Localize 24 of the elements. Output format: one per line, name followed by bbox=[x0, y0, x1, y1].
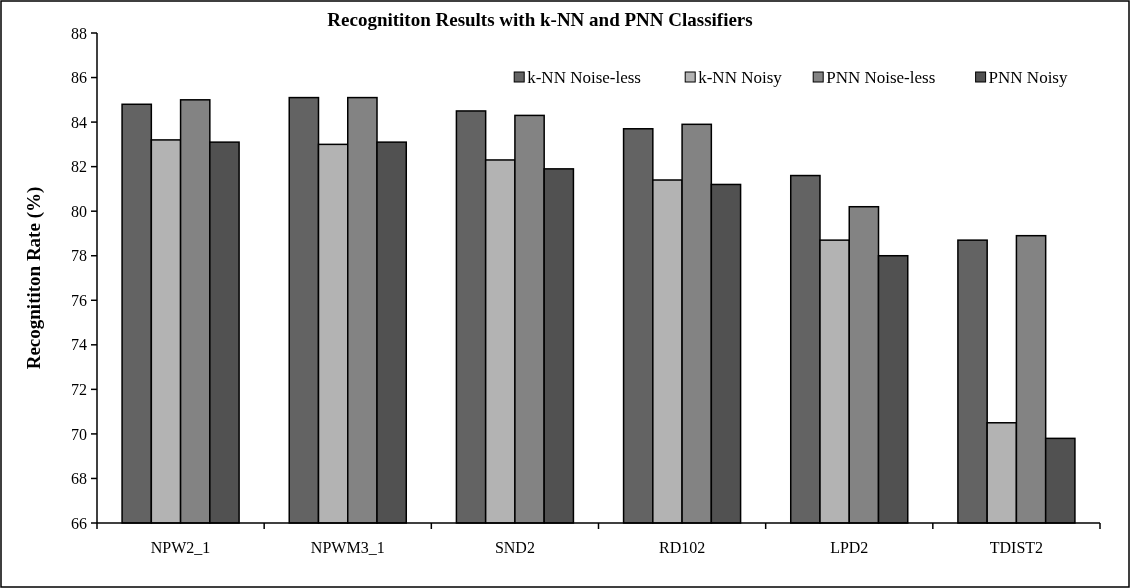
y-tick-label: 76 bbox=[71, 291, 87, 309]
y-tick-label: 66 bbox=[71, 514, 87, 532]
x-tick-label: RD102 bbox=[658, 539, 706, 556]
y-tick-label: 80 bbox=[71, 202, 87, 220]
x-tick-label: LPD2 bbox=[830, 539, 869, 556]
y-tick-label: 78 bbox=[71, 247, 87, 265]
y-tick-label: 74 bbox=[71, 336, 87, 354]
x-tick-label: NPW2_1 bbox=[150, 539, 211, 556]
legend-label: k-NN Noisy bbox=[698, 68, 783, 87]
legend-label: PNN Noisy bbox=[988, 68, 1068, 87]
x-tick-label: NPWM3_1 bbox=[310, 539, 385, 556]
chart-title: Recognititon Results with k-NN and PNN Classifiers bbox=[327, 9, 753, 30]
y-tick-label: 86 bbox=[71, 69, 87, 87]
y-tick-label: 88 bbox=[71, 24, 87, 42]
y-tick-label: 68 bbox=[71, 470, 87, 488]
x-tick-label: TDIST2 bbox=[989, 539, 1044, 556]
y-tick-label: 84 bbox=[71, 113, 87, 131]
legend-label: PNN Noise-less bbox=[826, 68, 936, 87]
x-tick-label: SND2 bbox=[494, 539, 535, 556]
y-tick-label: 82 bbox=[71, 158, 87, 176]
y-tick-label: 70 bbox=[71, 425, 87, 443]
y-tick-label: 72 bbox=[71, 380, 87, 398]
legend-label: k-NN Noise-less bbox=[527, 68, 641, 87]
y-axis-title: Recognititon Rate (%) bbox=[23, 186, 45, 370]
